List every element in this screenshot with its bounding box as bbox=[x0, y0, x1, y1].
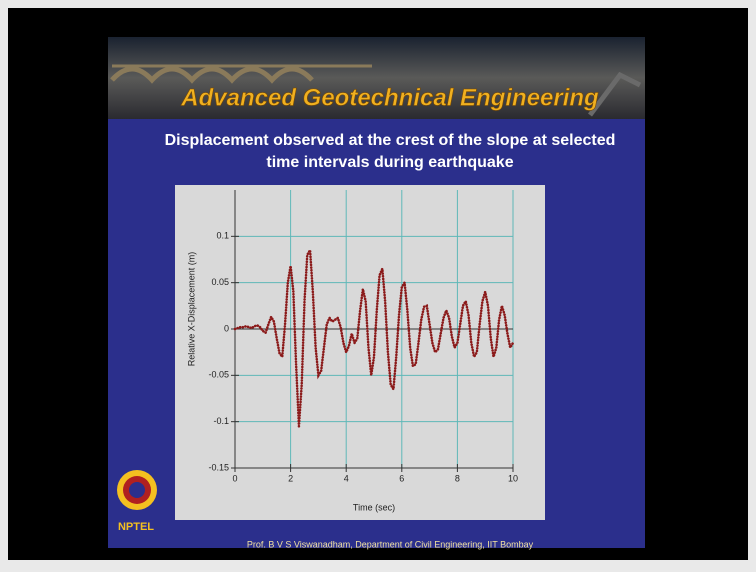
x-tick-label: 2 bbox=[288, 473, 293, 483]
bridge-art bbox=[110, 64, 642, 117]
slide-heading: time intervals during earthquake bbox=[266, 154, 513, 171]
chart-panel bbox=[175, 185, 545, 520]
slide-heading: Displacement observed at the crest of th… bbox=[165, 132, 616, 149]
x-tick-label: 6 bbox=[399, 473, 404, 483]
data-line bbox=[233, 246, 515, 427]
y-axis-label: Relative X-Displacement (m) bbox=[186, 252, 196, 367]
y-tick-label: 0 bbox=[224, 323, 229, 333]
banner-title: Advanced Geotechnical Engineering bbox=[180, 84, 599, 111]
x-axis-label: Time (sec) bbox=[353, 502, 395, 512]
x-tick-label: 4 bbox=[344, 473, 349, 483]
y-tick-label: 0.1 bbox=[216, 231, 229, 241]
x-tick-label: 10 bbox=[508, 473, 518, 483]
y-tick-label: -0.1 bbox=[213, 416, 229, 426]
logo-text: NPTEL bbox=[118, 521, 154, 533]
footer-credit: Prof. B V S Viswanadham, Department of C… bbox=[247, 539, 534, 549]
y-tick-label: -0.05 bbox=[208, 370, 229, 380]
x-tick-label: 8 bbox=[455, 473, 460, 483]
nptel-logo: NPTEL bbox=[117, 470, 157, 533]
x-tick-label: 0 bbox=[232, 473, 237, 483]
y-tick-label: 0.05 bbox=[211, 277, 229, 287]
plot: -0.15 -0.1 -0.05 0 0.05 0.1 0 2 4 6 8 10 bbox=[208, 190, 518, 483]
y-tick-label: -0.15 bbox=[208, 462, 229, 472]
